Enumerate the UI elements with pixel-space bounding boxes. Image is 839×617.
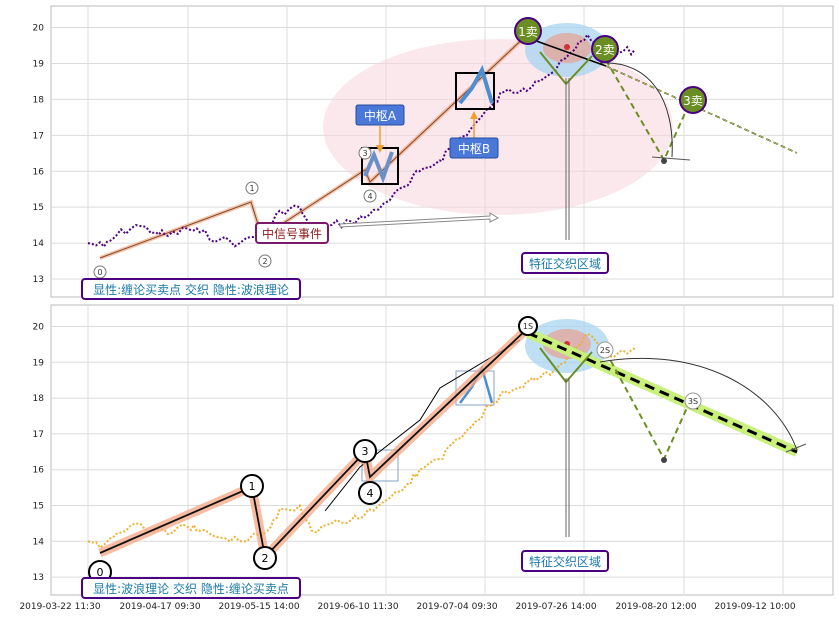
x-tick-label: 2019-05-15 14:00 xyxy=(218,602,299,612)
x-tick-label: 2019-07-04 09:30 xyxy=(416,602,497,612)
bottom-wave-label-3: 3 xyxy=(362,445,369,458)
y-tick-label: 14 xyxy=(33,239,45,249)
y-tick-label: 15 xyxy=(33,203,44,213)
sell-badge-1: 1卖 xyxy=(518,25,538,39)
top-wave-label-4: 4 xyxy=(367,192,372,201)
top-sell-badges: 1卖 2卖 3卖 xyxy=(514,17,707,114)
y-tick-label: 13 xyxy=(33,573,44,583)
center-b-wave xyxy=(458,64,494,105)
x-tick-label: 2019-04-17 09:30 xyxy=(119,602,200,612)
bottom-sell-labels: 1S 2S 3S xyxy=(518,316,702,410)
y-tick-label: 15 xyxy=(33,501,44,511)
top-sell-zone-dot xyxy=(564,44,570,50)
top-intersection-label: 特征交织区域 xyxy=(529,256,601,271)
center-a-wave xyxy=(363,149,394,184)
x-tick-label: 2019-08-20 12:00 xyxy=(615,602,696,612)
top-wave-label-2: 2 xyxy=(262,257,267,266)
bottom-sell-projections xyxy=(525,328,807,537)
bottom-sell-label-3: 3S xyxy=(688,397,698,406)
y-tick-label: 20 xyxy=(33,24,45,34)
y-tick-label: 20 xyxy=(33,322,45,332)
y-tick-label: 18 xyxy=(33,95,45,105)
bottom-sell-label-1: 1S xyxy=(523,322,533,331)
sell-badge-3: 3卖 xyxy=(683,94,703,108)
bottom-wave-label-1: 1 xyxy=(249,480,256,493)
bottom-caption: 显性:波浪理论 交织 隐性:缠论买卖点 xyxy=(93,581,289,596)
top-price-series xyxy=(87,32,636,249)
event-arrow xyxy=(339,212,500,228)
y-tick-label: 16 xyxy=(33,466,45,476)
x-tick-label: 2019-06-10 11:30 xyxy=(317,602,398,612)
x-tick-label: 2019-07-26 14:00 xyxy=(515,602,596,612)
center-b-box xyxy=(455,72,495,110)
bottom-wave-label-4: 4 xyxy=(367,487,374,500)
center-labels: 中枢A 中枢B xyxy=(355,104,499,159)
y-tick-label: 18 xyxy=(33,394,45,404)
x-tick-label: 2019-09-12 10:00 xyxy=(714,602,795,612)
bottom-wave-lines xyxy=(98,324,532,567)
top-caption: 显性:缠论买卖点 交织 隐性:波浪理论 xyxy=(93,282,289,297)
y-tick-label: 13 xyxy=(33,275,44,285)
x-tick-label: 2019-03-22 11:30 xyxy=(19,602,100,612)
top-wave-lines xyxy=(99,32,530,260)
bottom-wave-label-0: 0 xyxy=(97,566,104,579)
bottom-sell-label-2: 2S xyxy=(600,346,610,355)
y-tick-label: 16 xyxy=(33,167,45,177)
bottom-intersection-label: 特征交织区域 xyxy=(529,554,601,569)
bottom-panel-frame xyxy=(50,304,834,596)
y-tick-label: 17 xyxy=(33,430,44,440)
top-panel-y-ticks: 13 14 15 16 17 18 19 20 xyxy=(33,24,45,285)
y-tick-label: 14 xyxy=(33,537,45,547)
center-a-label: 中枢A xyxy=(364,108,397,123)
bottom-panel-y-ticks: 13 14 15 16 17 18 19 20 xyxy=(33,322,45,583)
top-wave-label-3: 3 xyxy=(362,149,367,158)
bottom-panel-grid xyxy=(51,305,833,595)
event-label: 中信号事件 xyxy=(262,226,322,241)
x-axis-labels: 2019-03-22 11:30 2019-04-17 09:30 2019-05-… xyxy=(19,602,795,612)
top-intersection-ellipse xyxy=(323,39,673,215)
y-tick-label: 19 xyxy=(33,59,45,69)
y-tick-label: 17 xyxy=(33,131,44,141)
y-tick-label: 19 xyxy=(33,358,45,368)
top-wave-label-1: 1 xyxy=(249,184,254,193)
bottom-wave-label-2: 2 xyxy=(262,552,269,565)
sell-badge-2: 2卖 xyxy=(595,43,615,57)
top-wave-label-0: 0 xyxy=(97,268,102,277)
center-b-label: 中枢B xyxy=(458,141,490,156)
bottom-price-series xyxy=(87,332,636,550)
